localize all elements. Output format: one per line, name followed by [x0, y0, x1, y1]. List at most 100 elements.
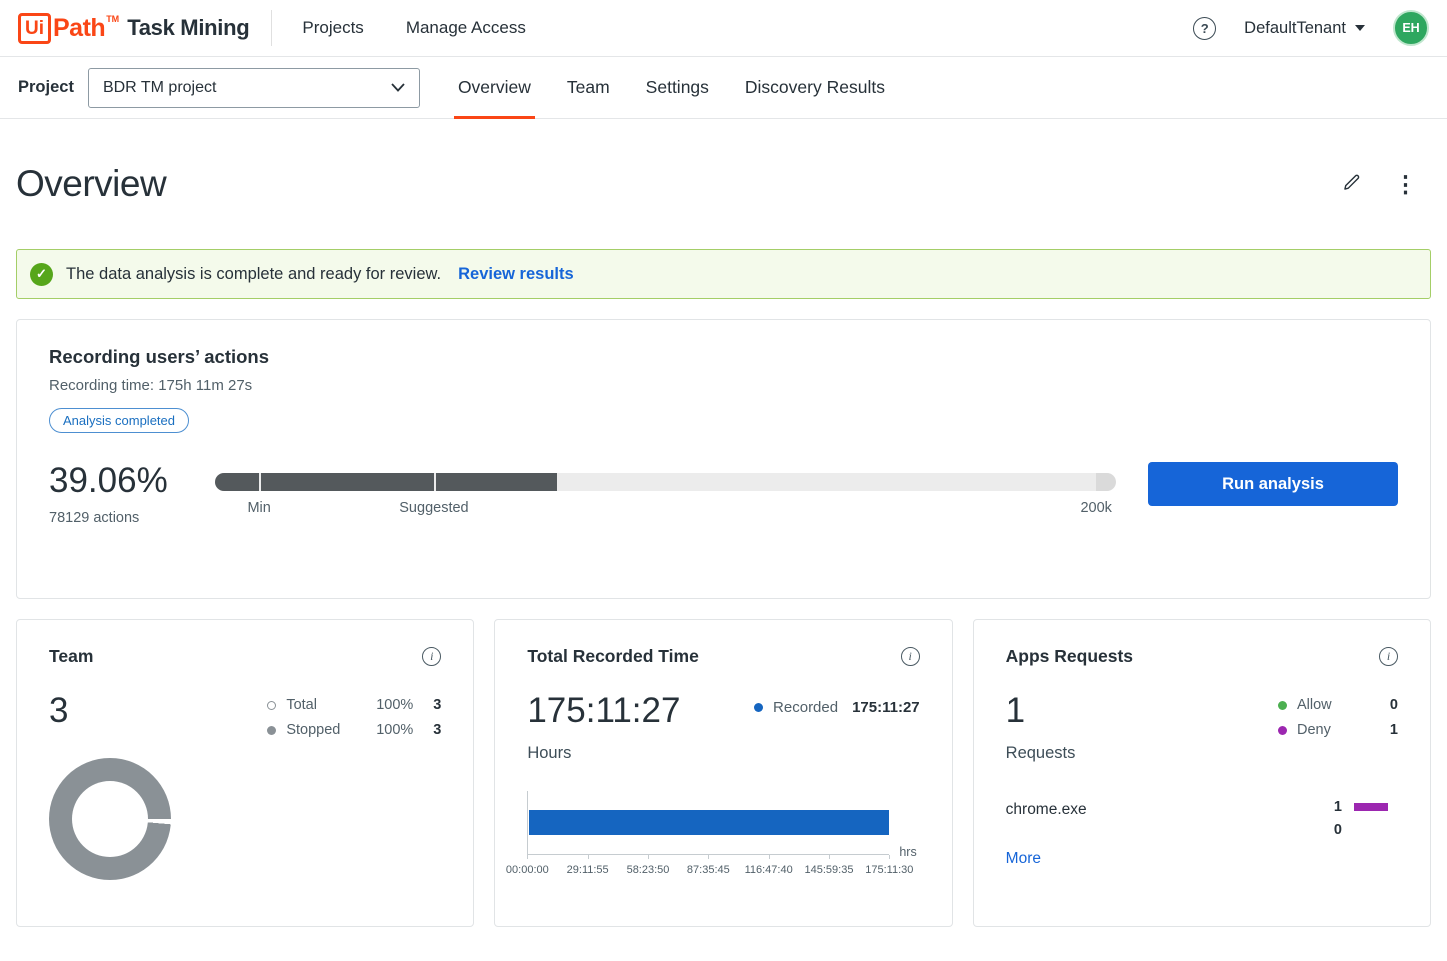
title-row: Overview ⋮	[16, 163, 1431, 205]
legend-label: Recorded	[773, 699, 839, 716]
run-analysis-button[interactable]: Run analysis	[1148, 462, 1398, 506]
apps-requests-card: Apps Requests i 1 Requests Allow 0 D	[972, 619, 1431, 927]
info-icon[interactable]: i	[422, 647, 442, 666]
analysis-status-badge: Analysis completed	[49, 408, 189, 433]
time-card-header: Total Recorded Time i	[527, 646, 920, 667]
legend-percent: 100%	[376, 722, 414, 738]
project-select-value: BDR TM project	[102, 78, 217, 96]
tab-settings-label: Settings	[645, 77, 709, 97]
recorded-time-bar	[529, 810, 890, 835]
edit-button[interactable]	[1341, 172, 1362, 196]
team-card: Team i 3 Total 100% 3 Stopped 100%	[16, 619, 475, 927]
team-stat-row: 3 Total 100% 3 Stopped 100% 3	[49, 691, 441, 738]
axis-tick-label: 58:23:50	[626, 864, 670, 876]
legend-value: 3	[433, 697, 442, 713]
app-name: chrome.exe	[1005, 801, 1087, 818]
kebab-menu-button[interactable]: ⋮	[1394, 170, 1417, 197]
actions-percent: 39.06%	[49, 461, 168, 500]
kebab-menu-icon: ⋮	[1394, 170, 1417, 197]
avatar[interactable]: EH	[1393, 10, 1429, 46]
legend-row-stopped: Stopped 100% 3	[267, 722, 441, 738]
legend-row-allow: Allow 0	[1278, 697, 1398, 713]
axis-unit-label: hrs	[899, 845, 917, 859]
review-results-link[interactable]: Review results	[458, 264, 574, 283]
main-content: Overview ⋮ ✓ The data analysis is comple…	[0, 163, 1447, 941]
chevron-down-icon	[1355, 25, 1365, 31]
analysis-complete-banner: ✓ The data analysis is complete and read…	[16, 249, 1431, 299]
axis-tick	[768, 855, 770, 859]
apps-count-block: 1 Requests	[1006, 691, 1076, 763]
apps-card-title: Apps Requests	[1005, 646, 1134, 666]
uipath-logo[interactable]: Ui Path TM Task Mining	[18, 12, 250, 44]
time-value-block: 175:11:27 Hours	[527, 691, 680, 763]
chevron-down-icon	[391, 83, 405, 92]
apps-stat-row: 1 Requests Allow 0 Deny 1	[1006, 691, 1398, 763]
recorded-time-value: 175:11:27	[527, 691, 681, 730]
progress-segment	[261, 473, 434, 491]
app-allow-row: 0	[1332, 822, 1398, 838]
deny-count: 1	[1333, 799, 1342, 815]
axis-tick	[527, 855, 529, 859]
recording-card-title: Recording users’ actions	[49, 346, 270, 367]
tab-discovery-results[interactable]: Discovery Results	[727, 57, 903, 119]
donut-hole	[72, 781, 148, 857]
axis-tick-label: 116:47:40	[744, 864, 793, 876]
progress-min-label: Min	[247, 500, 271, 516]
project-bar: Project BDR TM project Overview Team Set…	[0, 57, 1447, 119]
info-icon[interactable]: i	[900, 647, 920, 666]
project-tabs: Overview Team Settings Discovery Results	[440, 57, 903, 119]
legend-row-total: Total 100% 3	[267, 697, 441, 713]
page-title: Overview	[16, 163, 167, 204]
axis-tick	[647, 855, 649, 859]
tab-discovery-results-label: Discovery Results	[744, 77, 885, 97]
legend-label: Deny	[1297, 722, 1331, 738]
pencil-icon	[1341, 172, 1362, 196]
legend-value: 175:11:27	[852, 699, 920, 716]
main-nav: Projects Manage Access	[302, 18, 525, 38]
team-card-header: Team i	[49, 646, 442, 667]
axis-tick-label: 00:00:00	[505, 864, 549, 876]
axis-tick-label: 29:11:55	[566, 864, 609, 876]
app-deny-row: 1	[1332, 799, 1398, 815]
deny-bar-fill	[1354, 803, 1388, 811]
axis-tick	[828, 855, 830, 859]
total-dot-icon	[267, 700, 277, 710]
axis-tick-label: 175:11:30	[865, 864, 914, 876]
time-card-title: Total Recorded Time	[527, 646, 699, 666]
tab-team-label: Team	[566, 77, 610, 97]
more-link[interactable]: More	[1005, 850, 1041, 867]
allow-mini-bar	[1354, 826, 1398, 834]
axis-tick	[889, 855, 891, 859]
app-row: chrome.exe 1 0	[1006, 799, 1398, 838]
tab-overview[interactable]: Overview	[440, 57, 549, 119]
actions-progress: Min Suggested 200k	[215, 473, 1116, 520]
nav-projects[interactable]: Projects	[302, 18, 364, 37]
legend-label: Allow	[1297, 697, 1332, 713]
time-unit-label: Hours	[527, 744, 572, 762]
banner-message: The data analysis is complete and ready …	[66, 264, 442, 283]
axis-tick-label: 87:35:45	[686, 864, 730, 876]
legend-label: Total	[286, 697, 317, 713]
tab-overview-label: Overview	[457, 77, 531, 97]
header-divider	[271, 10, 273, 46]
tab-team[interactable]: Team	[549, 57, 628, 119]
nav-manage-access[interactable]: Manage Access	[405, 18, 526, 37]
tenant-selector[interactable]: DefaultTenant	[1244, 19, 1365, 38]
time-stat-row: 175:11:27 Hours Recorded 175:11:27	[527, 691, 919, 763]
team-count: 3	[49, 691, 69, 730]
progress-segment	[215, 473, 260, 491]
recorded-dot-icon	[754, 703, 764, 712]
product-name: Task Mining	[127, 15, 250, 40]
tab-settings[interactable]: Settings	[628, 57, 727, 119]
trademark-mark: TM	[106, 14, 120, 24]
stopped-dot-icon	[267, 725, 277, 735]
apps-legend: Allow 0 Deny 1	[1278, 697, 1398, 738]
total-recorded-time-card: Total Recorded Time i 175:11:27 Hours Re…	[494, 619, 953, 927]
top-bar: Ui Path TM Task Mining Projects Manage A…	[0, 0, 1447, 57]
progress-end-cap	[1096, 473, 1116, 491]
project-select[interactable]: BDR TM project	[87, 67, 420, 108]
info-icon[interactable]: i	[1379, 647, 1398, 666]
team-donut-chart	[49, 758, 171, 880]
tenant-name: DefaultTenant	[1244, 18, 1346, 37]
help-icon[interactable]: ?	[1193, 16, 1217, 40]
